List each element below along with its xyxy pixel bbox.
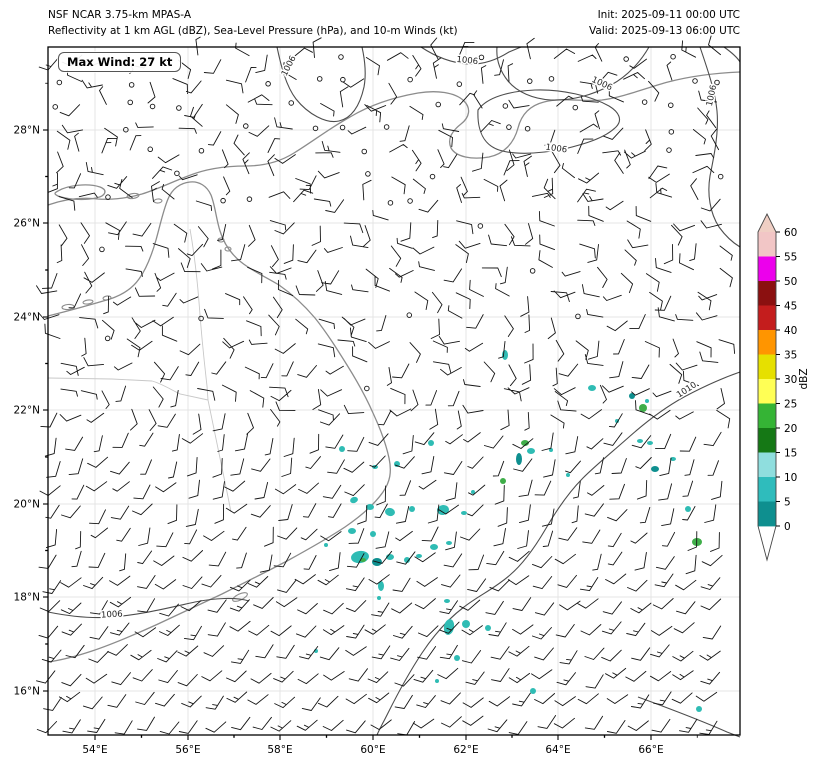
svg-text:50: 50 <box>784 276 797 288</box>
reflectivity-cells <box>314 350 702 712</box>
svg-text:1006: 1006 <box>545 143 568 156</box>
header-left: NSF NCAR 3.75-km MPAS-A Reflectivity at … <box>48 7 458 39</box>
valid-time: Valid: 2025-09-13 06:00 UTC <box>589 25 740 37</box>
svg-text:1006: 1006 <box>101 609 123 620</box>
svg-text:35: 35 <box>784 349 797 361</box>
isobar-contours <box>47 46 741 738</box>
svg-text:15: 15 <box>784 447 797 459</box>
svg-text:20: 20 <box>784 423 797 435</box>
svg-text:26°N: 26°N <box>14 218 40 230</box>
svg-text:64°E: 64°E <box>545 744 570 756</box>
chart-title: NSF NCAR 3.75-km MPAS-A <box>48 9 192 21</box>
svg-text:60°E: 60°E <box>360 744 385 756</box>
svg-text:40: 40 <box>784 325 797 337</box>
svg-text:58°E: 58°E <box>267 744 292 756</box>
svg-text:54°E: 54°E <box>82 744 107 756</box>
chart-subtitle: Reflectivity at 1 km AGL (dBZ), Sea-Leve… <box>48 25 458 37</box>
wind-barbs <box>36 35 736 736</box>
svg-text:1006: 1006 <box>705 84 719 107</box>
lat-lon-gridlines <box>48 47 740 735</box>
svg-text:22°N: 22°N <box>14 405 40 417</box>
svg-text:5: 5 <box>784 496 791 508</box>
axes: 54°E 56°E 58°E 60°E 62°E 64°E 66°E 28°N 26°N 24°N… <box>14 82 698 756</box>
svg-text:30: 30 <box>784 374 797 386</box>
svg-text:28°N: 28°N <box>14 125 40 137</box>
svg-text:1006: 1006 <box>280 54 299 78</box>
svg-text:55: 55 <box>784 251 797 263</box>
svg-text:16°N: 16°N <box>14 686 40 698</box>
svg-text:20°N: 20°N <box>14 499 40 511</box>
svg-text:10: 10 <box>784 472 797 484</box>
svg-text:0: 0 <box>784 521 791 533</box>
svg-text:60: 60 <box>784 227 797 239</box>
svg-text:56°E: 56°E <box>175 744 200 756</box>
max-wind-badge: Max Wind: 27 kt <box>58 52 182 72</box>
colorbar-unit-label: dBZ <box>798 368 810 389</box>
svg-text:24°N: 24°N <box>14 312 40 324</box>
svg-text:1006: 1006 <box>590 75 614 93</box>
svg-text:45: 45 <box>784 300 797 312</box>
svg-text:1006: 1006 <box>456 55 479 67</box>
coastlines <box>47 71 741 663</box>
map-frame <box>47 46 741 736</box>
svg-text:66°E: 66°E <box>638 744 663 756</box>
init-time: Init: 2025-09-11 00:00 UTC <box>597 9 740 21</box>
svg-text:62°E: 62°E <box>453 744 478 756</box>
svg-text:25: 25 <box>784 398 797 410</box>
svg-text:18°N: 18°N <box>14 592 40 604</box>
header-right: Init: 2025-09-11 00:00 UTC Valid: 2025-0… <box>589 7 740 39</box>
